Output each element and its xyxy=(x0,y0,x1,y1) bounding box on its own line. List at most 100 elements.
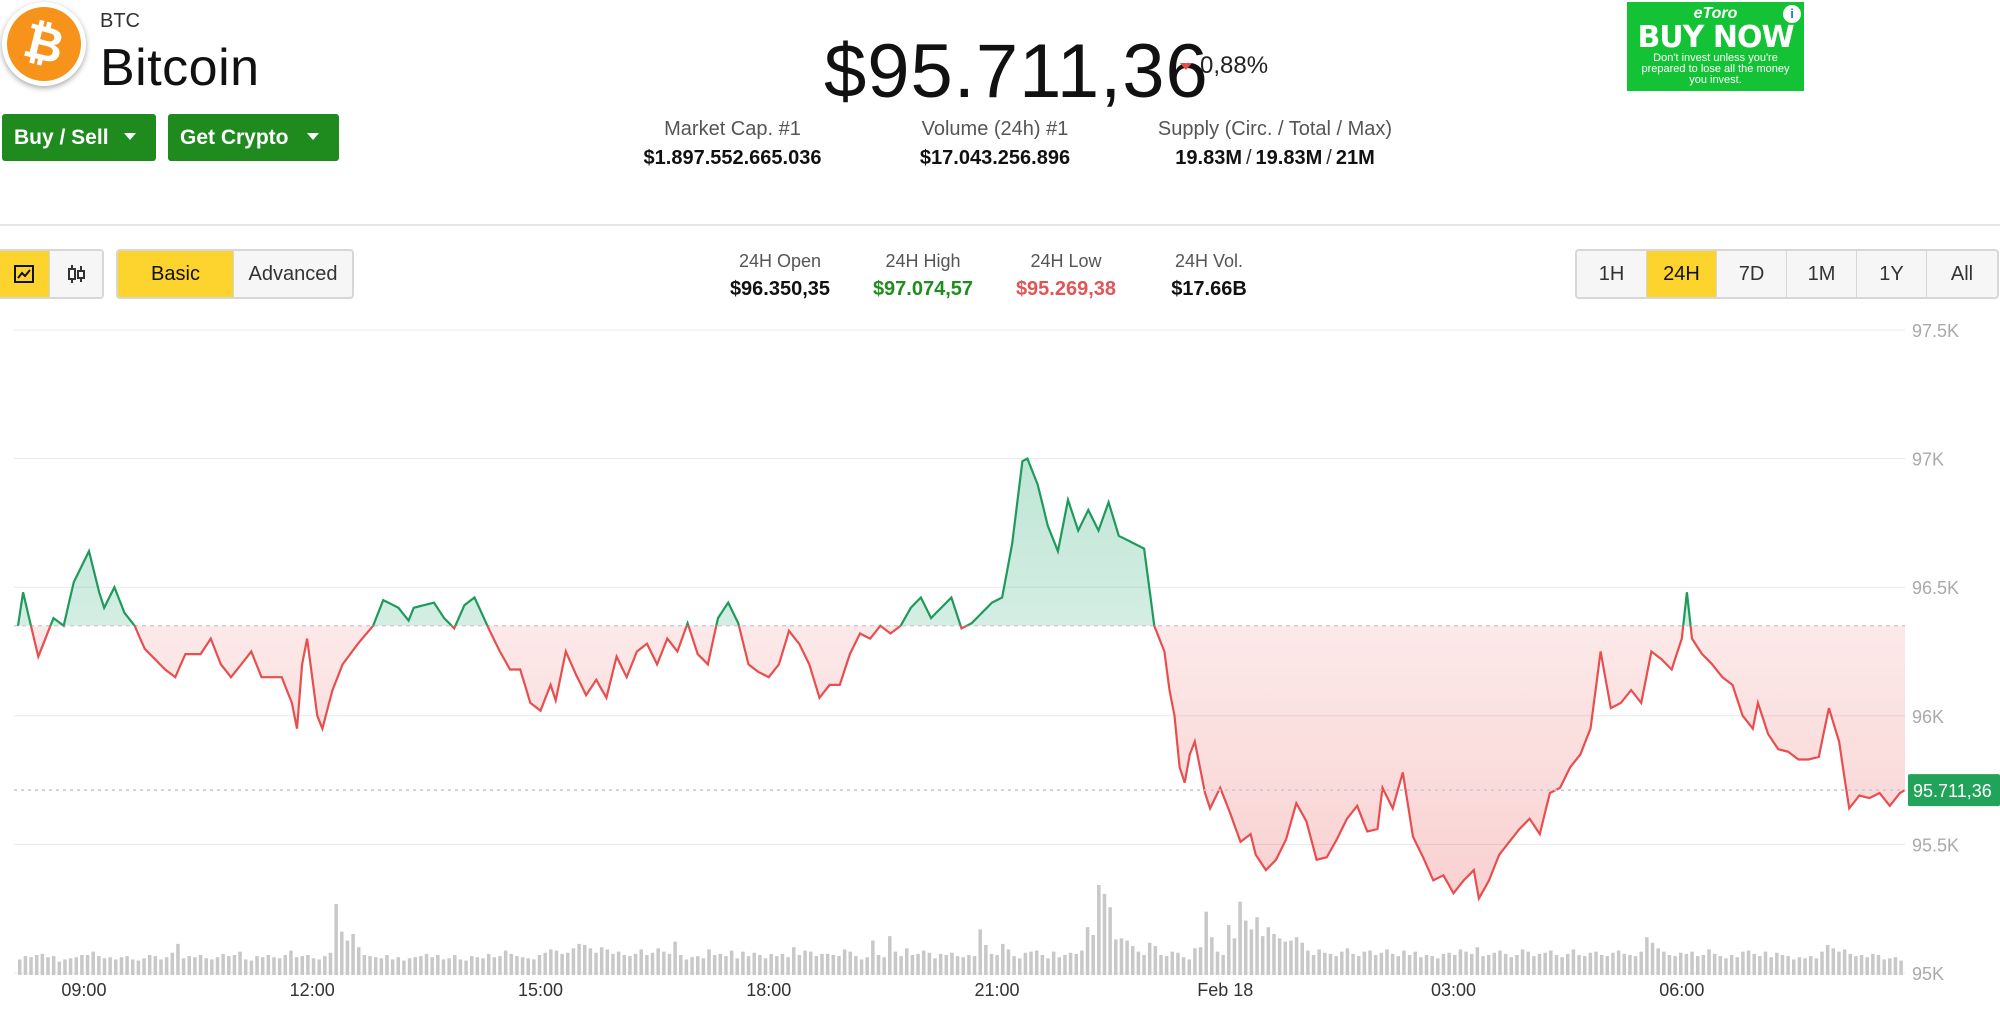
candlestick-icon[interactable] xyxy=(50,251,102,297)
volume-bar xyxy=(1808,956,1813,975)
volume-bar xyxy=(1176,952,1180,975)
volume-bar xyxy=(1667,955,1672,975)
volume-bar xyxy=(51,956,56,975)
volume-bar xyxy=(1684,953,1689,975)
time-range-selector: 1H 24H 7D 1M 1Y All xyxy=(1575,249,1999,299)
mode-basic-button[interactable]: Basic xyxy=(118,251,234,297)
range-1h-button[interactable]: 1H xyxy=(1577,251,1647,297)
volume-bar xyxy=(1385,949,1389,975)
volume-bar xyxy=(1289,940,1293,975)
volume-bar xyxy=(1650,942,1655,975)
volume-bar xyxy=(1328,953,1333,975)
buy-sell-button[interactable]: Buy / Sell xyxy=(2,114,156,161)
volume-bar xyxy=(153,956,158,975)
volume-bar xyxy=(63,959,67,975)
range-all-button[interactable]: All xyxy=(1950,262,1974,285)
price-chart[interactable]: 97.5K 97K 96.5K 96K 95.5K 95K 95.711,36 09:00 12… xyxy=(0,320,2000,1019)
volume-bar xyxy=(1153,946,1158,975)
volume-bar xyxy=(882,957,886,975)
volume-bar xyxy=(950,952,954,975)
y-tick-label: 96.5K xyxy=(1912,578,1959,598)
y-tick-label: 97K xyxy=(1912,450,1944,470)
volume-bar xyxy=(1741,951,1745,975)
volume-bar xyxy=(1645,937,1649,975)
chevron-down-icon xyxy=(307,133,319,140)
volume-bar xyxy=(373,957,378,975)
volume-bar xyxy=(277,958,282,975)
volume-bar xyxy=(1492,952,1497,975)
volume-bar xyxy=(1503,953,1508,975)
volume-bar xyxy=(1102,893,1107,975)
range-7d-button[interactable]: 7D xyxy=(1717,251,1787,297)
volume-bar xyxy=(1486,955,1491,975)
volume-bar xyxy=(933,958,937,975)
volume-label: Volume (24h) #1 xyxy=(921,118,1069,140)
volume-bar xyxy=(1481,956,1485,975)
range-1y-button[interactable]: 1Y xyxy=(1857,251,1927,297)
volume-bar xyxy=(1803,958,1807,975)
volume-bar xyxy=(119,957,124,975)
volume-bar xyxy=(260,957,265,975)
volume-bar xyxy=(1204,911,1208,975)
volume-bar xyxy=(729,950,734,975)
volume-bar xyxy=(1221,955,1225,975)
volume-bar xyxy=(1413,951,1417,975)
volume-bar xyxy=(102,958,107,975)
volume-bar xyxy=(656,948,660,975)
volume-bar xyxy=(1509,957,1514,975)
volume-bar xyxy=(272,957,276,975)
volume-bar xyxy=(1447,952,1451,975)
volume-bar xyxy=(1786,956,1790,975)
volume-bar xyxy=(1837,951,1841,975)
price-chart-svg[interactable]: 97.5K 97K 96.5K 96K 95.5K 95K 95.711,36 09:00 12… xyxy=(0,320,2000,1019)
volume-bar xyxy=(543,952,547,975)
volume-bar xyxy=(1899,960,1903,975)
line-chart-icon[interactable] xyxy=(0,251,50,297)
range-24h-button[interactable]: 24H xyxy=(1647,251,1717,297)
volume-bar xyxy=(1724,958,1728,975)
volume-bar xyxy=(430,957,434,975)
volume-bar xyxy=(1842,949,1847,975)
volume-bar xyxy=(1080,950,1084,975)
get-crypto-button[interactable]: Get Crypto xyxy=(168,114,339,161)
volume-bar xyxy=(486,953,491,975)
volume-bar xyxy=(23,956,28,975)
volume-bar xyxy=(594,952,598,975)
volume-bar xyxy=(1695,956,1700,975)
volume-bar xyxy=(645,955,649,975)
volume-stat: Volume (24h) #1 $17.043.256.896 xyxy=(890,118,1100,170)
volume-bar xyxy=(803,950,807,975)
ohlc-volume: 24H Vol. $17.66B xyxy=(1139,251,1279,301)
volume-bar xyxy=(193,957,197,975)
volume-bar xyxy=(402,960,406,975)
volume-bar xyxy=(176,943,180,975)
ad-disclaimer: Don't invest unless you're prepared to l… xyxy=(1641,52,1790,86)
volume-bar xyxy=(1622,953,1627,975)
volume-bar xyxy=(1780,955,1785,975)
volume-bar xyxy=(1639,951,1643,975)
mode-advanced-button[interactable]: Advanced xyxy=(248,262,338,285)
volume-bar xyxy=(1283,941,1288,975)
range-1m-button[interactable]: 1M xyxy=(1787,251,1857,297)
volume-bar xyxy=(1419,957,1423,975)
volume-bar xyxy=(673,941,677,975)
volume-bar xyxy=(679,955,683,975)
volume-bar xyxy=(633,953,638,975)
volume-bar xyxy=(170,952,175,975)
volume-bar xyxy=(255,956,259,975)
volume-bar xyxy=(509,953,514,975)
header-divider xyxy=(0,224,2000,226)
volume-bar xyxy=(1718,956,1723,975)
x-tick-label: 21:00 xyxy=(974,980,1019,1000)
volume-bar xyxy=(639,949,643,975)
volume-bar xyxy=(588,948,593,975)
volume-bar xyxy=(927,952,932,975)
etoro-ad-banner[interactable]: i eToro BUY NOW Don't invest unless you'… xyxy=(1627,2,1804,91)
ad-info-icon[interactable]: i xyxy=(1783,5,1801,23)
ad-brand: eToro xyxy=(1693,5,1738,22)
volume-bar xyxy=(876,955,881,975)
volume-bar xyxy=(1577,955,1581,975)
price-change-value: 0,88% xyxy=(1200,52,1269,79)
volume-bar xyxy=(1825,945,1830,975)
volume-bar xyxy=(1356,956,1361,975)
